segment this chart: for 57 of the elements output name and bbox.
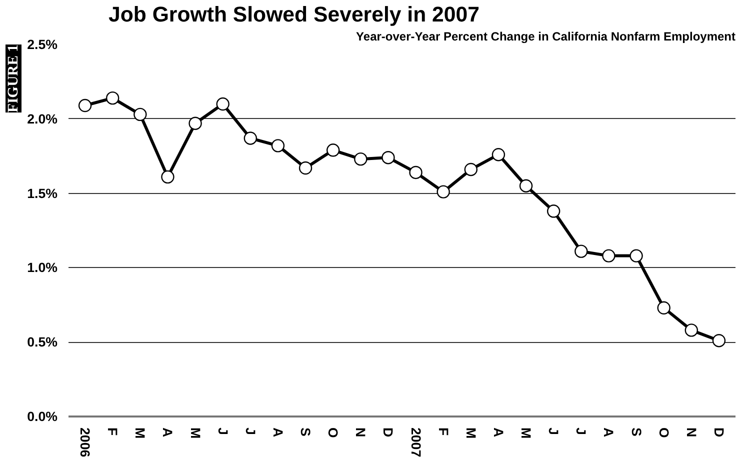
point: [657, 301, 670, 314]
point: [78, 98, 92, 112]
x-tick-label: 2006: [78, 428, 93, 458]
x-tick-label: F: [105, 428, 120, 436]
point: [106, 91, 120, 105]
point: [326, 144, 340, 157]
point: [684, 324, 698, 337]
x-tick-label: S: [628, 428, 644, 436]
y-tick-label: 1.0%: [27, 260, 58, 276]
point: [546, 204, 560, 218]
point: [188, 116, 202, 130]
x-tick-label: M: [188, 428, 203, 439]
x-tick-label: M: [132, 428, 148, 439]
x-tick-label: A: [160, 428, 176, 438]
x-tick-label: S: [298, 428, 314, 436]
y-tick-label: 1.5%: [27, 186, 58, 201]
x-tick-label: N: [684, 428, 699, 438]
x-tick-label: N: [353, 428, 368, 438]
y-tick-label: 2.5%: [27, 37, 58, 52]
x-tick-label: D: [380, 428, 396, 438]
x-tick-label: O: [656, 428, 672, 438]
x-tick-label: F: [436, 428, 451, 436]
y-tick-label: 2.0%: [27, 111, 58, 126]
y-tick-label: 0.5%: [27, 334, 58, 350]
x-tick-label: A: [601, 428, 616, 438]
x-tick-label: J: [574, 428, 589, 435]
x-tick-label: J: [242, 428, 258, 435]
point: [216, 97, 230, 111]
x-tick-label: 2007: [408, 428, 424, 458]
caption: FIGURE 1: [6, 44, 22, 112]
x-tick-label: M: [518, 428, 534, 439]
point: [298, 161, 312, 175]
point: [492, 148, 506, 162]
chart-title: Job Growth Slowed Severely in 2007: [108, 2, 480, 26]
x-tick-label: A: [270, 428, 286, 438]
point: [519, 179, 533, 192]
point: [574, 244, 588, 258]
x-tick-label: M: [463, 428, 478, 439]
point: [244, 132, 258, 145]
x-tick-label: O: [326, 428, 341, 438]
point: [630, 249, 643, 262]
y-tick-label: 0.0%: [27, 409, 58, 424]
x-tick-label: D: [711, 428, 726, 438]
point: [712, 334, 726, 348]
point: [382, 151, 395, 164]
x-tick-label: J: [546, 428, 562, 435]
point: [409, 166, 422, 180]
chart-subtitle: Year-over-Year Percent Change in California Nonfarm Employment: [356, 30, 736, 44]
x-tick-label: A: [490, 428, 506, 438]
point: [134, 108, 147, 122]
point: [464, 162, 478, 176]
point: [354, 152, 368, 166]
point: [436, 185, 450, 198]
point: [271, 139, 285, 152]
point: [161, 170, 174, 184]
point: [602, 249, 616, 262]
x-tick-label: J: [215, 428, 230, 435]
